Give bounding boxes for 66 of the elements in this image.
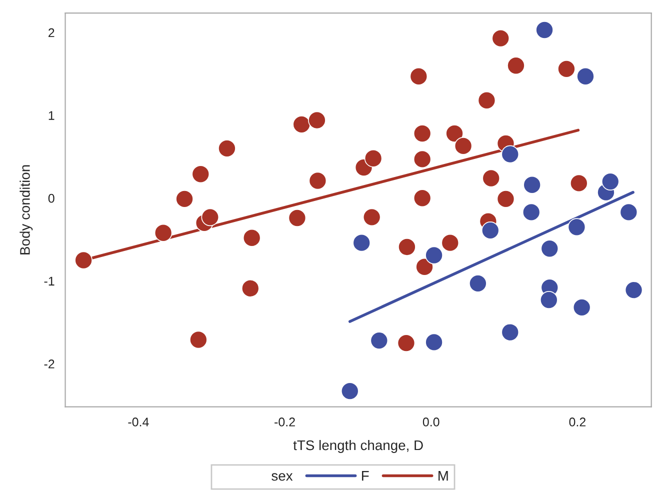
point [478,91,496,110]
y-tick-label: -2 [44,360,54,368]
point [501,323,520,342]
point [413,150,432,168]
point [620,203,638,222]
point [523,176,542,194]
point [501,145,520,164]
y-tick-label: -1 [44,276,54,286]
point [492,29,510,48]
point [241,279,260,298]
point [288,209,306,227]
y-tick-label: 1 [48,111,54,120]
point [481,221,500,240]
point [413,124,432,142]
point [416,258,434,276]
point [572,298,591,316]
point [364,149,382,168]
point [568,218,586,236]
legend-title: sex [272,473,293,481]
point [570,174,588,192]
point [469,274,487,292]
point [536,21,554,39]
y-axis-title: Body condition [20,165,33,254]
point [308,172,327,190]
point [446,124,464,142]
legend-label: F [362,471,369,481]
point [601,172,620,190]
point [352,234,371,252]
y-tick-label: 2 [48,28,54,38]
point [218,140,236,158]
point [242,228,261,247]
point [522,203,540,222]
point [425,246,443,264]
point [292,115,311,134]
point [308,111,326,130]
point [190,330,208,349]
x-tick-label: -0.4 [128,418,149,426]
point [558,60,576,78]
point [192,165,210,184]
point [425,333,443,352]
point [454,137,472,155]
point [482,169,500,188]
point [441,234,460,252]
point [154,224,172,242]
point [624,281,643,299]
point [496,190,515,208]
point [540,240,559,258]
x-tick-label: 0.0 [422,418,440,426]
point [370,332,388,350]
point [576,67,594,86]
point [398,238,416,256]
point [362,208,381,226]
x-tick-label: 0.2 [569,418,586,426]
point [74,251,92,270]
point [410,67,428,86]
point [201,208,220,226]
point [507,56,525,75]
point [413,189,432,208]
x-tick-label: -0.2 [274,418,295,426]
point [540,291,558,309]
y-tick-label: 0 [48,194,54,203]
point [340,382,359,400]
legend-label: M [438,471,448,481]
x-axis-title: tTS length change, D [293,440,423,453]
point [397,334,416,352]
point [176,190,194,208]
